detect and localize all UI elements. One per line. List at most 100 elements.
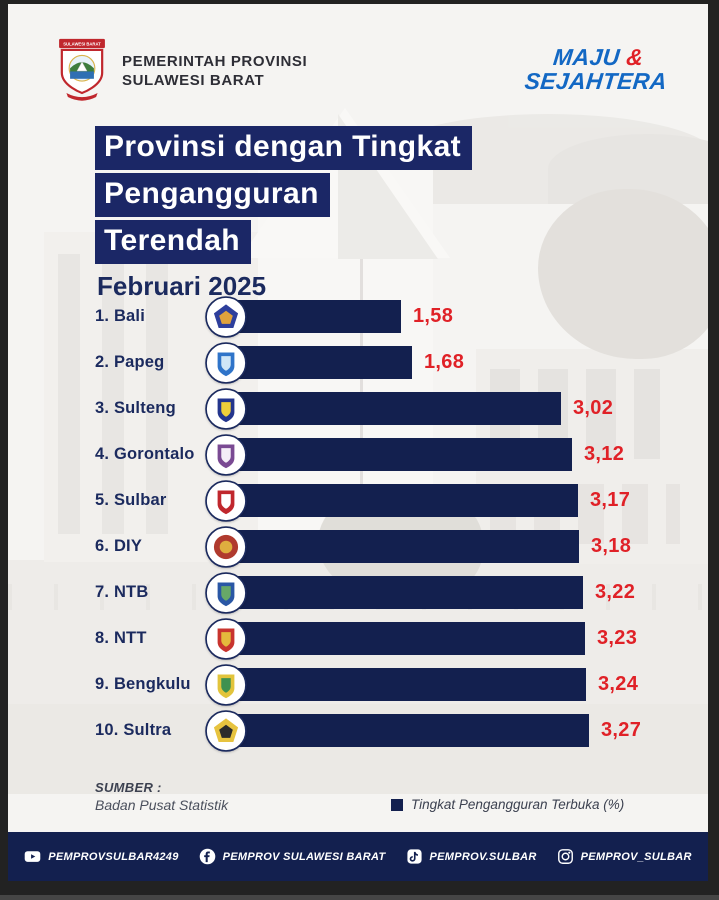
unemployment-bar [226,575,583,609]
province-rank-label: 4. Gorontalo [95,444,195,463]
motto-amp: & [625,44,645,70]
chart-row: 6. DIY 3,18 [95,523,698,569]
diy-emblem [205,525,247,568]
bar-wrap [205,479,578,522]
unemployment-value: 3,27 [601,718,642,741]
tiktok-handle[interactable]: PEMPROV.SULBAR [406,848,537,865]
unemployment-value: 3,24 [598,672,639,695]
bar-wrap [205,433,572,476]
bar-wrap [205,387,561,430]
unemployment-bar [226,621,585,655]
ntb-emblem [205,571,247,614]
chart-row: 10. Sultra 3,27 [95,707,698,753]
ntt-emblem [205,617,247,660]
unemployment-bar [226,483,578,517]
unemployment-bar [226,437,572,471]
unemployment-value: 3,18 [591,534,632,557]
org-name: PEMERINTAH PROVINSI SULAWESI BARAT [122,52,307,91]
unemployment-value: 3,17 [590,488,631,511]
chart-row: 3. Sulteng 3,02 [95,385,698,431]
motto-word1: MAJU [551,44,622,70]
sulteng-emblem [205,387,247,430]
org-name-line1: PEMERINTAH PROVINSI [122,52,308,70]
chart-row: 8. NTT 3,23 [95,615,698,661]
unemployment-bar [226,345,412,379]
province-rank-label: 7. NTB [95,582,149,601]
unemployment-value: 3,22 [595,580,636,603]
legend-swatch [391,798,403,811]
chart-legend: Tingkat Pengangguran Terbuka (%) [391,797,624,812]
chart-row: 4. Gorontalo 3,12 [95,431,698,477]
source-name: Badan Pusat Statistik [95,797,229,813]
motto-word2: SEJAHTERA [523,67,669,94]
bar-wrap [205,571,583,614]
youtube-handle[interactable]: PEMPROVSULBAR4249 [24,848,178,865]
social-footer: PEMPROVSULBAR4249 PEMPROV SULAWESI BARAT… [8,832,708,881]
unemployment-bar [226,713,589,747]
bar-wrap [205,341,412,384]
bar-wrap [205,295,401,338]
unemployment-bar-chart: 1. Bali 1,58 2. Papeg 1,68 3. Sulteng [95,293,698,753]
chart-row: 2. Papeg 1,68 [95,339,698,385]
sultra-emblem [205,709,247,752]
bar-wrap [205,525,579,568]
unemployment-bar [226,299,401,333]
tiktok-handle-text: PEMPROV.SULBAR [429,850,537,863]
bar-wrap [205,709,589,752]
infographic-page: SULAWESI BARAT PEMERINTAH PROVINSI SULAW… [8,4,708,881]
province-rank-label: 9. Bengkulu [95,674,191,693]
source-block: SUMBER : Badan Pusat Statistik [95,780,228,813]
youtube-icon [24,851,41,862]
instagram-handle[interactable]: PEMPROV_SULBAR [557,848,692,865]
title-block: Provinsi dengan Tingkat Pengangguran Ter… [95,126,473,302]
title-line1: Provinsi dengan Tingkat [95,126,473,170]
sulbar-emblem [205,479,247,522]
org-name-line2: SULAWESI BARAT [122,72,265,89]
bali-emblem [205,295,247,338]
facebook-icon [199,848,215,865]
chart-row: 9. Bengkulu 3,24 [95,661,698,707]
instagram-icon [557,849,573,864]
chart-row: 1. Bali 1,58 [95,293,698,339]
building-windows [58,254,188,534]
tiktok-icon [406,849,422,864]
youtube-handle-text: PEMPROVSULBAR4249 [48,850,179,863]
header: SULAWESI BARAT PEMERINTAH PROVINSI SULAW… [54,38,668,104]
unemployment-value: 3,02 [573,396,614,419]
province-rank-label: 1. Bali [95,306,146,325]
province-rank-label: 8. NTT [95,628,147,647]
title-line3: Terendah [95,220,252,264]
province-rank-label: 5. Sulbar [95,490,167,509]
province-rank-label: 3. Sulteng [95,398,176,417]
title-line2: Pengangguran [95,173,330,217]
motto: MAJU & SEJAHTERA [523,44,670,94]
unemployment-value: 3,23 [597,626,638,649]
unemployment-value: 1,68 [424,350,465,373]
bengkulu-emblem [205,663,247,706]
period-subtitle: Februari 2025 [97,271,267,301]
tree [538,189,708,359]
chart-row: 5. Sulbar 3,17 [95,477,698,523]
chart-row: 7. NTB 3,22 [95,569,698,615]
papua-pegunungan-emblem [205,341,247,384]
government-brand: SULAWESI BARAT PEMERINTAH PROVINSI SULAW… [54,38,307,104]
source-label: SUMBER : [95,780,162,795]
legend-label: Tingkat Pengangguran Terbuka (%) [411,797,625,812]
facebook-handle[interactable]: PEMPROV SULAWESI BARAT [199,848,386,865]
unemployment-bar [226,391,561,425]
flag-pole [360,259,363,499]
facebook-handle-text: PEMPROV SULAWESI BARAT [222,850,386,863]
unemployment-value: 3,12 [584,442,625,465]
unemployment-bar [226,529,579,563]
gorontalo-emblem [205,433,247,476]
frame-edge [0,895,719,900]
instagram-handle-text: PEMPROV_SULBAR [580,850,692,863]
province-rank-label: 10. Sultra [95,720,172,739]
bar-wrap [205,617,585,660]
unemployment-value: 1,58 [413,304,454,327]
sulbar-crest-logo: SULAWESI BARAT [59,38,105,101]
bar-wrap [205,663,586,706]
province-rank-label: 2. Papeg [95,352,165,371]
unemployment-bar [226,667,586,701]
province-rank-label: 6. DIY [95,536,143,555]
